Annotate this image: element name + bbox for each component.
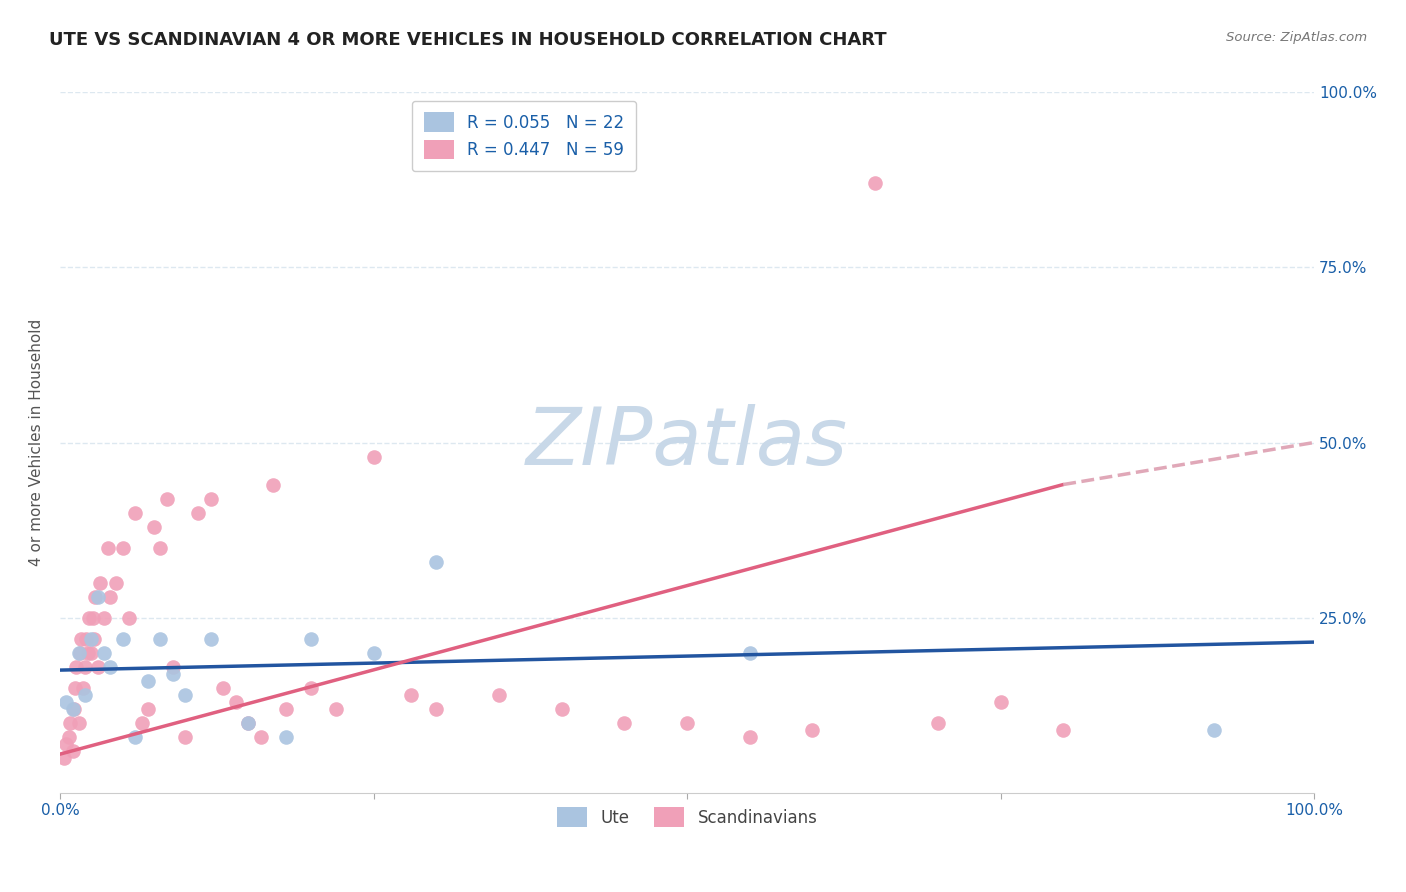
Point	[299, 632, 322, 646]
Point	[59, 715, 82, 730]
Text: Source: ZipAtlas.com: Source: ZipAtlas.com	[1226, 31, 1367, 45]
Point	[162, 666, 184, 681]
Point	[105, 575, 128, 590]
Point	[990, 695, 1012, 709]
Point	[174, 730, 197, 744]
Point	[86, 659, 108, 673]
Point	[67, 646, 90, 660]
Point	[274, 730, 297, 744]
Point	[89, 575, 111, 590]
Point	[212, 681, 235, 695]
Point	[80, 646, 103, 660]
Point	[118, 610, 141, 624]
Point	[67, 715, 90, 730]
Y-axis label: 4 or more Vehicles in Household: 4 or more Vehicles in Household	[30, 318, 44, 566]
Point	[70, 632, 93, 646]
Point	[927, 715, 949, 730]
Point	[76, 646, 98, 660]
Point	[77, 610, 100, 624]
Point	[62, 744, 84, 758]
Point	[62, 701, 84, 715]
Point	[80, 632, 103, 646]
Point	[75, 688, 97, 702]
Point	[274, 701, 297, 715]
Point	[111, 632, 134, 646]
Point	[63, 701, 86, 715]
Point	[98, 659, 121, 673]
Point	[75, 659, 97, 673]
Point	[262, 477, 284, 491]
Point	[55, 695, 77, 709]
Point	[124, 506, 146, 520]
Point	[131, 715, 153, 730]
Point	[75, 632, 97, 646]
Point	[111, 541, 134, 555]
Point	[149, 632, 172, 646]
Point	[93, 610, 115, 624]
Point	[1202, 723, 1225, 737]
Point	[86, 590, 108, 604]
Point	[187, 506, 209, 520]
Point	[236, 715, 259, 730]
Point	[156, 491, 179, 506]
Point	[52, 750, 75, 764]
Point	[676, 715, 699, 730]
Point	[325, 701, 347, 715]
Point	[82, 610, 104, 624]
Point	[65, 659, 87, 673]
Point	[136, 673, 159, 688]
Point	[72, 681, 94, 695]
Point	[84, 590, 107, 604]
Point	[97, 541, 120, 555]
Point	[299, 681, 322, 695]
Text: ZIPatlas: ZIPatlas	[526, 403, 848, 482]
Point	[425, 701, 447, 715]
Point	[738, 730, 761, 744]
Point	[738, 646, 761, 660]
Point	[174, 688, 197, 702]
Point	[225, 695, 247, 709]
Point	[1052, 723, 1074, 737]
Point	[363, 646, 385, 660]
Point	[136, 701, 159, 715]
Legend: Ute, Scandinavians: Ute, Scandinavians	[550, 801, 824, 833]
Point	[98, 590, 121, 604]
Point	[93, 646, 115, 660]
Point	[550, 701, 572, 715]
Point	[399, 688, 422, 702]
Point	[425, 555, 447, 569]
Point	[55, 737, 77, 751]
Point	[200, 632, 222, 646]
Point	[69, 646, 91, 660]
Point	[249, 730, 271, 744]
Point	[863, 177, 886, 191]
Point	[124, 730, 146, 744]
Point	[149, 541, 172, 555]
Point	[200, 491, 222, 506]
Point	[363, 450, 385, 464]
Point	[58, 730, 80, 744]
Point	[162, 659, 184, 673]
Point	[83, 632, 105, 646]
Point	[143, 519, 166, 533]
Point	[63, 681, 86, 695]
Point	[613, 715, 636, 730]
Point	[488, 688, 510, 702]
Point	[801, 723, 824, 737]
Text: UTE VS SCANDINAVIAN 4 OR MORE VEHICLES IN HOUSEHOLD CORRELATION CHART: UTE VS SCANDINAVIAN 4 OR MORE VEHICLES I…	[49, 31, 887, 49]
Point	[236, 715, 259, 730]
